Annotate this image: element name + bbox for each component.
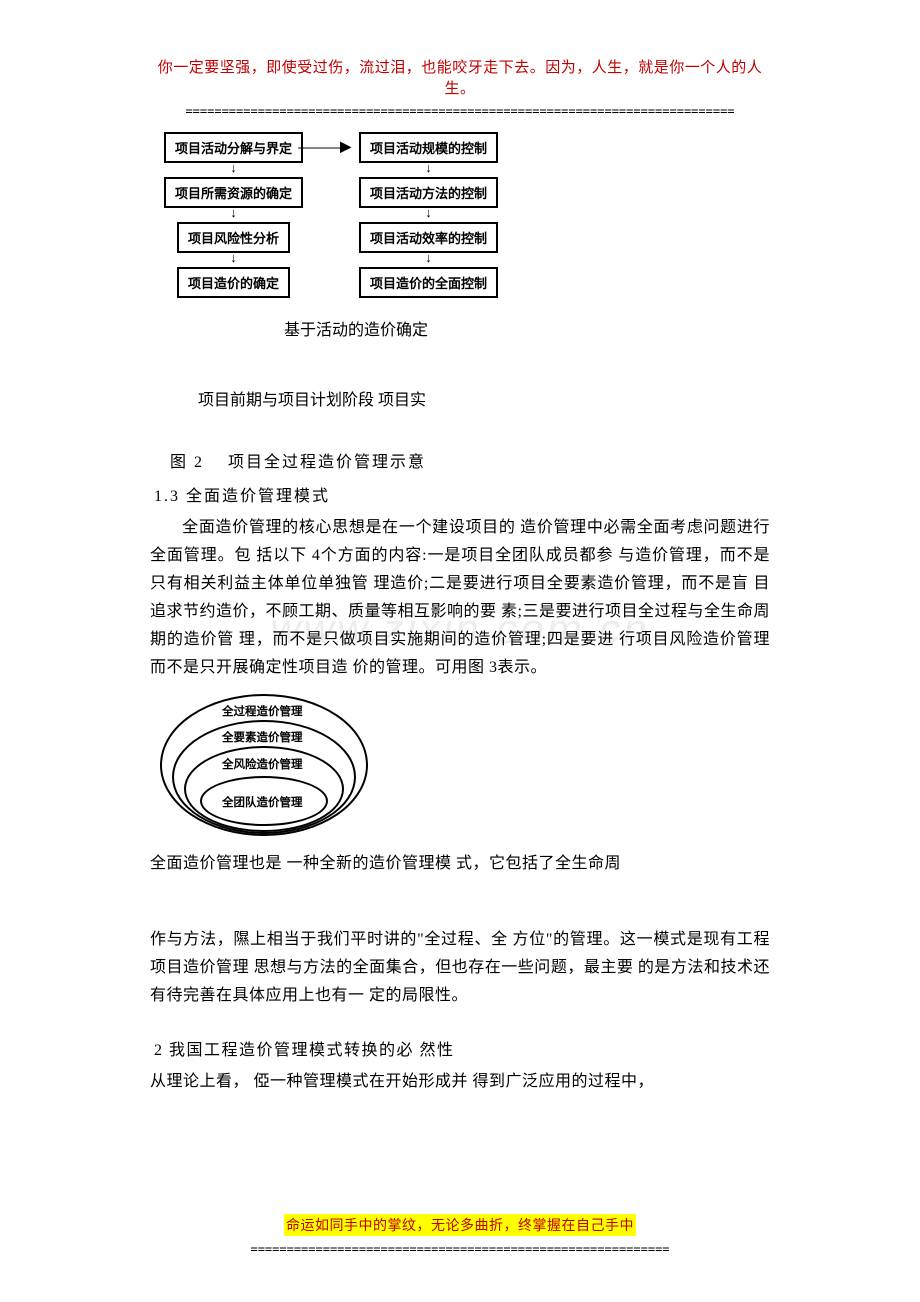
body-paragraph: 从理论上看， 俹一种管理模式在开始形成并 得到广泛应用的过程中， (150, 1068, 770, 1096)
section-heading-1-3: 1.3 全面造价管理模式 (154, 482, 770, 506)
ellipse-label: 全要素造价管理 (222, 729, 303, 745)
body-paragraph: 全面造价管理也是 一种全新的造价管理模 式，它包括了全生命周 (150, 850, 770, 878)
paragraph-text: 全面造价管理的核心思想是在一个建设项目的 造价管理中必需全面考虑问题进行全面管理… (150, 519, 770, 676)
footer-divider: ========================================… (0, 1242, 920, 1256)
arrow-right-icon: ———▶ (298, 139, 351, 156)
arrow-down-icon: ↓ (425, 253, 432, 267)
ellipse-diagram: 全过程造价管理 全要素造价管理 全风险造价管理 全团队造价管理 (160, 694, 370, 838)
flow-box: 项目活动分解与界定 (164, 132, 303, 163)
header-divider: ========================================… (150, 104, 770, 118)
flow-box: 项目活动方法的控制 (359, 177, 498, 208)
flow-box: 项目活动规模的控制 (359, 132, 498, 163)
footer-quote: 命运如同手中的掌纹，无论多曲折，终掌握在自己手中 (284, 1214, 636, 1236)
ellipse-label: 全过程造价管理 (222, 703, 303, 719)
arrow-down-icon: ↓ (425, 208, 432, 222)
body-paragraph: 全面造价管理的核心思想是在一个建设项目的 造价管理中必需全面考虑问题进行全面管理… (150, 514, 770, 682)
ellipse-label: 全团队造价管理 (222, 794, 303, 810)
phase-text: 项目前期与项目计划阶段 项目实 (198, 386, 770, 410)
flowchart-right-column: 项目活动规模的控制 ↓ 项目活动方法的控制 ↓ 项目活动效率的控制 ↓ 项目造价… (359, 132, 498, 298)
flow-box: 项目风险性分析 (177, 222, 290, 253)
arrow-down-icon: ↓ (230, 253, 237, 267)
flow-box: 项目造价的全面控制 (359, 267, 498, 298)
flow-box: 项目所需资源的确定 (164, 177, 303, 208)
page-footer: 命运如同手中的掌纹，无论多曲折，终掌握在自己手中 ===============… (0, 1214, 920, 1256)
flow-box: 项目活动效率的控制 (359, 222, 498, 253)
figure-2-label: 图 2 项目全过程造价管理示意 (170, 448, 770, 472)
body-paragraph: 作与方法，隰上相当于我们平时讲的"全过程、全 方位"的管理。这一模式是现有工程项… (150, 926, 770, 1010)
arrow-down-icon: ↓ (230, 208, 237, 222)
arrow-down-icon: ↓ (230, 163, 237, 177)
flowchart-diagram: 项目活动分解与界定 ↓ 项目所需资源的确定 ↓ 项目风险性分析 ↓ 项目造价的确… (164, 132, 770, 298)
flowchart-caption: 基于活动的造价确定 (284, 316, 770, 340)
paragraph-text: 从理论上看， 俹一种管理模式在开始形成并 得到广泛应用的过程中， (150, 1073, 654, 1090)
ellipse-label: 全风险造价管理 (222, 756, 303, 772)
flowchart-left-column: 项目活动分解与界定 ↓ 项目所需资源的确定 ↓ 项目风险性分析 ↓ 项目造价的确… (164, 132, 303, 298)
arrow-down-icon: ↓ (425, 163, 432, 177)
section-heading-2: 2 我国工程造价管理模式转换的必 然性 (154, 1036, 770, 1060)
header-quote: 你一定要坚强，即使受过伤，流过泪，也能咬牙走下去。因为，人生，就是你一个人的人生… (150, 56, 770, 98)
flow-box: 项目造价的确定 (177, 267, 290, 298)
